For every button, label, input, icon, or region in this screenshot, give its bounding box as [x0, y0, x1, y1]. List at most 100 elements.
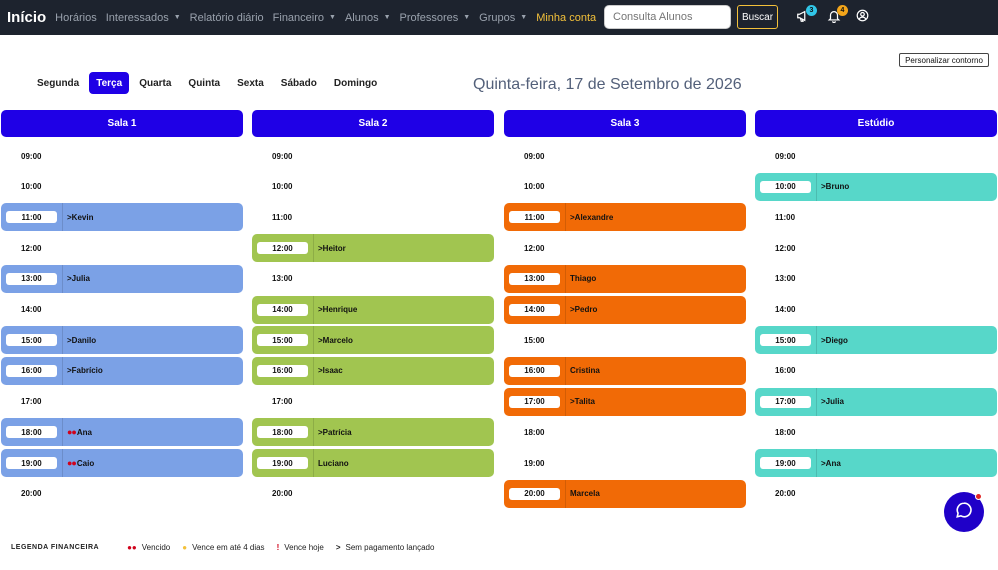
brand-home-link[interactable]: Início: [7, 9, 47, 26]
empty-slot[interactable]: 17:00: [252, 387, 494, 416]
search-button[interactable]: Buscar: [737, 5, 778, 29]
empty-slot[interactable]: 15:00: [504, 326, 746, 355]
empty-slot[interactable]: 12:00: [755, 234, 997, 263]
booked-slot[interactable]: 13:00 Thiago: [504, 264, 746, 293]
empty-slot[interactable]: 14:00: [755, 295, 997, 324]
slot-time: 18:00: [524, 427, 545, 437]
booked-slot[interactable]: 15:00 >Marcelo: [252, 326, 494, 355]
bell-icon[interactable]: 4: [827, 5, 848, 25]
empty-slot[interactable]: 09:00: [504, 142, 746, 170]
financial-legend: LEGENDA FINANCEIRA ●● Vencido ● Vence em at…: [11, 543, 446, 552]
booked-slot[interactable]: 17:00 >Talita: [504, 387, 746, 416]
empty-slot[interactable]: 14:00: [1, 295, 243, 324]
empty-slot[interactable]: 10:00: [1, 172, 243, 201]
tab-quinta[interactable]: Quinta: [188, 77, 221, 89]
nav-item-horários[interactable]: Horários: [55, 12, 97, 24]
user-circle-icon[interactable]: [856, 9, 872, 25]
empty-slot[interactable]: 20:00: [1, 479, 243, 508]
empty-slot[interactable]: 19:00: [504, 449, 746, 477]
tab-sexta[interactable]: Sexta: [237, 77, 264, 89]
empty-slot[interactable]: 13:00: [755, 264, 997, 293]
megaphone-icon[interactable]: 3: [796, 5, 817, 25]
slot-time: 20:00: [775, 489, 796, 499]
nav-item-financeiro[interactable]: Financeiro ▼: [273, 12, 336, 24]
empty-slot[interactable]: 18:00: [755, 418, 997, 447]
student-label: Diego: [825, 335, 848, 345]
booked-slot[interactable]: 14:00 >Pedro: [504, 295, 746, 324]
slot-divider: [313, 418, 314, 447]
empty-slot[interactable]: 09:00: [1, 142, 243, 170]
booked-slot[interactable]: 11:00 >Kevin: [1, 203, 243, 232]
empty-slot[interactable]: 20:00: [252, 479, 494, 508]
slot-divider: [62, 449, 63, 477]
chevron-down-icon: ▼: [383, 14, 391, 21]
student-name: Thiago: [570, 274, 596, 283]
no-payment-marker: >: [821, 182, 826, 192]
legend-mark: !: [276, 543, 280, 552]
student-label: Bruno: [825, 182, 850, 192]
booked-slot[interactable]: 17:00 >Julia: [755, 387, 997, 416]
overdue-marker: ●●: [67, 427, 77, 438]
empty-slot[interactable]: 10:00: [252, 172, 494, 201]
slot-time: 10:00: [775, 182, 796, 192]
slot-time: 19:00: [21, 458, 42, 468]
slot-divider: [816, 387, 817, 416]
nav-item-professores[interactable]: Professores ▼: [400, 12, 471, 24]
no-payment-marker: >: [821, 335, 826, 345]
search-students-input[interactable]: [604, 5, 731, 29]
empty-slot[interactable]: 18:00: [504, 418, 746, 447]
booked-slot[interactable]: 10:00 >Bruno: [755, 172, 997, 201]
legend-item: ●● Vencido: [127, 543, 170, 552]
nav-item-interessados[interactable]: Interessados ▼: [106, 12, 181, 24]
slot-time-box: 18:00: [6, 426, 57, 439]
booked-slot[interactable]: 16:00 Cristina: [504, 356, 746, 385]
slot-time: 12:00: [524, 243, 545, 253]
booked-slot[interactable]: 18:00 >Patrícia: [252, 418, 494, 447]
customize-outline-button[interactable]: Personalizar contorno: [899, 53, 989, 67]
no-payment-marker: >: [67, 212, 72, 222]
nav-item-minha-conta[interactable]: Minha conta: [536, 12, 596, 24]
legend-item: ! Vence hoje: [277, 543, 324, 552]
slot-time-box: 12:00: [257, 242, 308, 255]
empty-slot[interactable]: 16:00: [755, 356, 997, 385]
empty-slot[interactable]: 11:00: [755, 203, 997, 232]
empty-slot[interactable]: 11:00: [252, 203, 494, 232]
booked-slot[interactable]: 13:00 >Julia: [1, 264, 243, 293]
empty-slot[interactable]: 09:00: [252, 142, 494, 170]
tab-terça[interactable]: Terça: [89, 72, 130, 94]
no-payment-marker: >: [67, 335, 72, 345]
booked-slot[interactable]: 15:00 >Danilo: [1, 326, 243, 355]
legend-label: Sem pagamento lançado: [345, 543, 435, 552]
slot-divider: [62, 356, 63, 385]
tab-segunda[interactable]: Segunda: [37, 77, 80, 89]
booked-slot[interactable]: 18:00 ●●Ana: [1, 418, 243, 447]
empty-slot[interactable]: 09:00: [755, 142, 997, 170]
nav-item-grupos[interactable]: Grupos ▼: [479, 12, 527, 24]
slot-time-box: 10:00: [760, 180, 811, 193]
empty-slot[interactable]: 17:00: [1, 387, 243, 416]
booked-slot[interactable]: 12:00 >Heitor: [252, 234, 494, 263]
empty-slot[interactable]: 13:00: [252, 264, 494, 293]
empty-slot[interactable]: 12:00: [1, 234, 243, 263]
tab-sábado[interactable]: Sábado: [280, 77, 317, 89]
booked-slot[interactable]: 11:00 >Alexandre: [504, 203, 746, 232]
booked-slot[interactable]: 19:00 Luciano: [252, 449, 494, 477]
empty-slot[interactable]: 10:00: [504, 172, 746, 201]
slot-time-box: 19:00: [257, 457, 308, 469]
booked-slot[interactable]: 20:00 Marcela: [504, 479, 746, 508]
chat-button[interactable]: [944, 492, 984, 532]
nav-item-alunos[interactable]: Alunos ▼: [345, 12, 391, 24]
nav-item-relatório-diário[interactable]: Relatório diário: [190, 12, 264, 24]
booked-slot[interactable]: 14:00 >Henrique: [252, 295, 494, 324]
student-name: Marcela: [570, 489, 600, 498]
booked-slot[interactable]: 19:00 >Ana: [755, 449, 997, 477]
empty-slot[interactable]: 12:00: [504, 234, 746, 263]
tab-domingo[interactable]: Domingo: [333, 77, 378, 89]
booked-slot[interactable]: 19:00 ●●Caio: [1, 449, 243, 477]
booked-slot[interactable]: 16:00 >Isaac: [252, 356, 494, 385]
booked-slot[interactable]: 16:00 >Fabrício: [1, 356, 243, 385]
tab-quarta[interactable]: Quarta: [139, 77, 172, 89]
slot-time-box: 11:00: [6, 211, 57, 224]
slot-time: 11:00: [21, 212, 42, 222]
booked-slot[interactable]: 15:00 >Diego: [755, 326, 997, 355]
